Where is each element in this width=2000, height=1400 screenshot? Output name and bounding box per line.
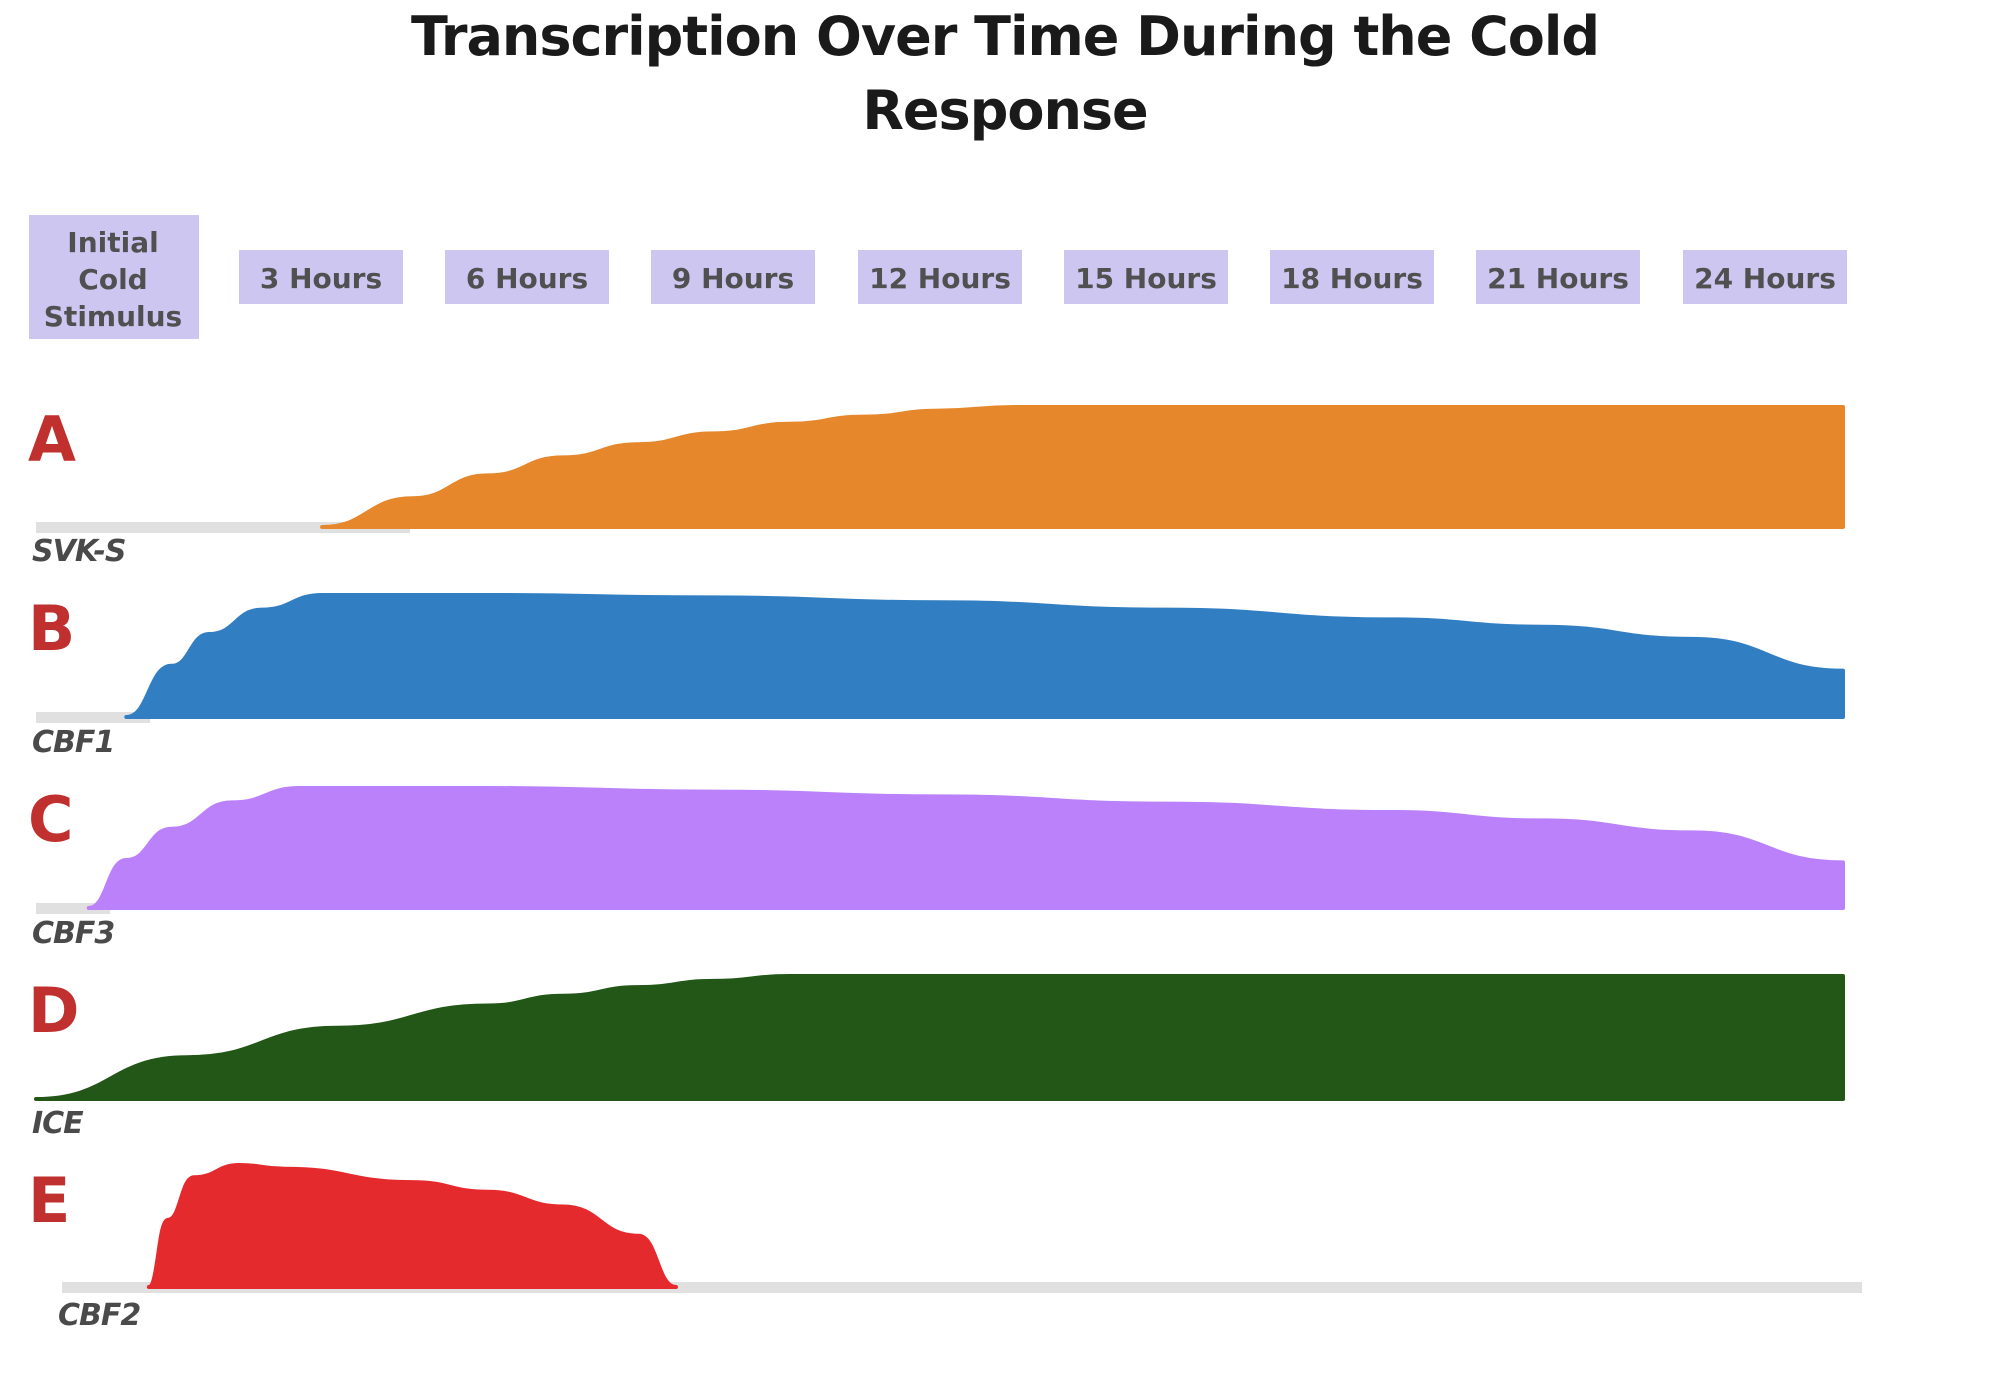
baseline-track: [62, 1282, 1862, 1293]
time-header: 9 Hours: [651, 250, 815, 304]
time-header-label: 18 Hours: [1281, 262, 1423, 295]
time-header-box: [1476, 250, 1640, 304]
time-header: 12 Hours: [858, 250, 1022, 304]
chart-title: Transcription Over Time During the Cold R…: [411, 5, 1599, 142]
time-header: 15 Hours: [1064, 250, 1228, 304]
time-header-label: 9 Hours: [672, 262, 794, 295]
baseline-track: [36, 903, 110, 914]
baseline-track: [36, 522, 410, 533]
time-header: 18 Hours: [1270, 250, 1434, 304]
series-letter: C: [28, 783, 74, 856]
time-header-label: 3 Hours: [260, 262, 382, 295]
series-letter: A: [28, 403, 76, 476]
time-header-label: 6 Hours: [466, 262, 588, 295]
time-header-box: [239, 250, 403, 304]
series-area: [146, 1163, 678, 1289]
series-svk-s: A SVK-S: [28, 403, 1845, 569]
series-letter: B: [28, 592, 75, 665]
gene-label: ICE: [32, 1106, 84, 1141]
series-area: [320, 404, 1845, 529]
time-header: 24 Hours: [1683, 250, 1847, 304]
gene-label: CBF3: [32, 916, 114, 951]
series-rows: A SVK-S B CBF1 C CBF3 D ICE E CBF2: [28, 403, 1862, 1333]
gene-label: CBF2: [58, 1298, 140, 1333]
series-cbf2: E CBF2: [28, 1163, 1862, 1333]
time-header-box: [858, 250, 1022, 304]
time-header-box: [1683, 250, 1847, 304]
chart-title-line-1: Transcription Over Time During the Cold: [411, 5, 1599, 68]
time-header-box: [1064, 250, 1228, 304]
series-area: [86, 785, 1845, 910]
series-cbf1: B CBF1: [28, 592, 1845, 760]
series-letter: D: [28, 974, 79, 1047]
gene-label: CBF1: [32, 725, 114, 760]
time-header-box: [445, 250, 609, 304]
time-header-label: 15 Hours: [1075, 262, 1217, 295]
series-cbf3: C CBF3: [28, 783, 1845, 951]
series-area: [124, 592, 1845, 719]
series-ice: D ICE: [28, 973, 1845, 1141]
time-header-label: Initial Cold Stimulus: [44, 226, 182, 333]
time-header-label: 24 Hours: [1694, 262, 1836, 295]
time-header: Initial Cold Stimulus: [29, 215, 199, 339]
time-header-box: [651, 250, 815, 304]
series-letter: E: [28, 1164, 70, 1237]
baseline-track: [36, 712, 150, 723]
time-header: 21 Hours: [1476, 250, 1640, 304]
time-headers: Initial Cold Stimulus 3 Hours 6 Hours 9 Hours…: [29, 215, 1847, 339]
time-header-box: [1270, 250, 1434, 304]
time-header-label: 21 Hours: [1487, 262, 1629, 295]
time-header: 6 Hours: [445, 250, 609, 304]
gene-label: SVK-S: [32, 534, 125, 569]
time-header: 3 Hours: [239, 250, 403, 304]
time-header-box: [29, 215, 199, 339]
series-area: [34, 973, 1845, 1101]
chart-title-line-2: Response: [862, 79, 1147, 142]
time-header-label: 12 Hours: [869, 262, 1011, 295]
